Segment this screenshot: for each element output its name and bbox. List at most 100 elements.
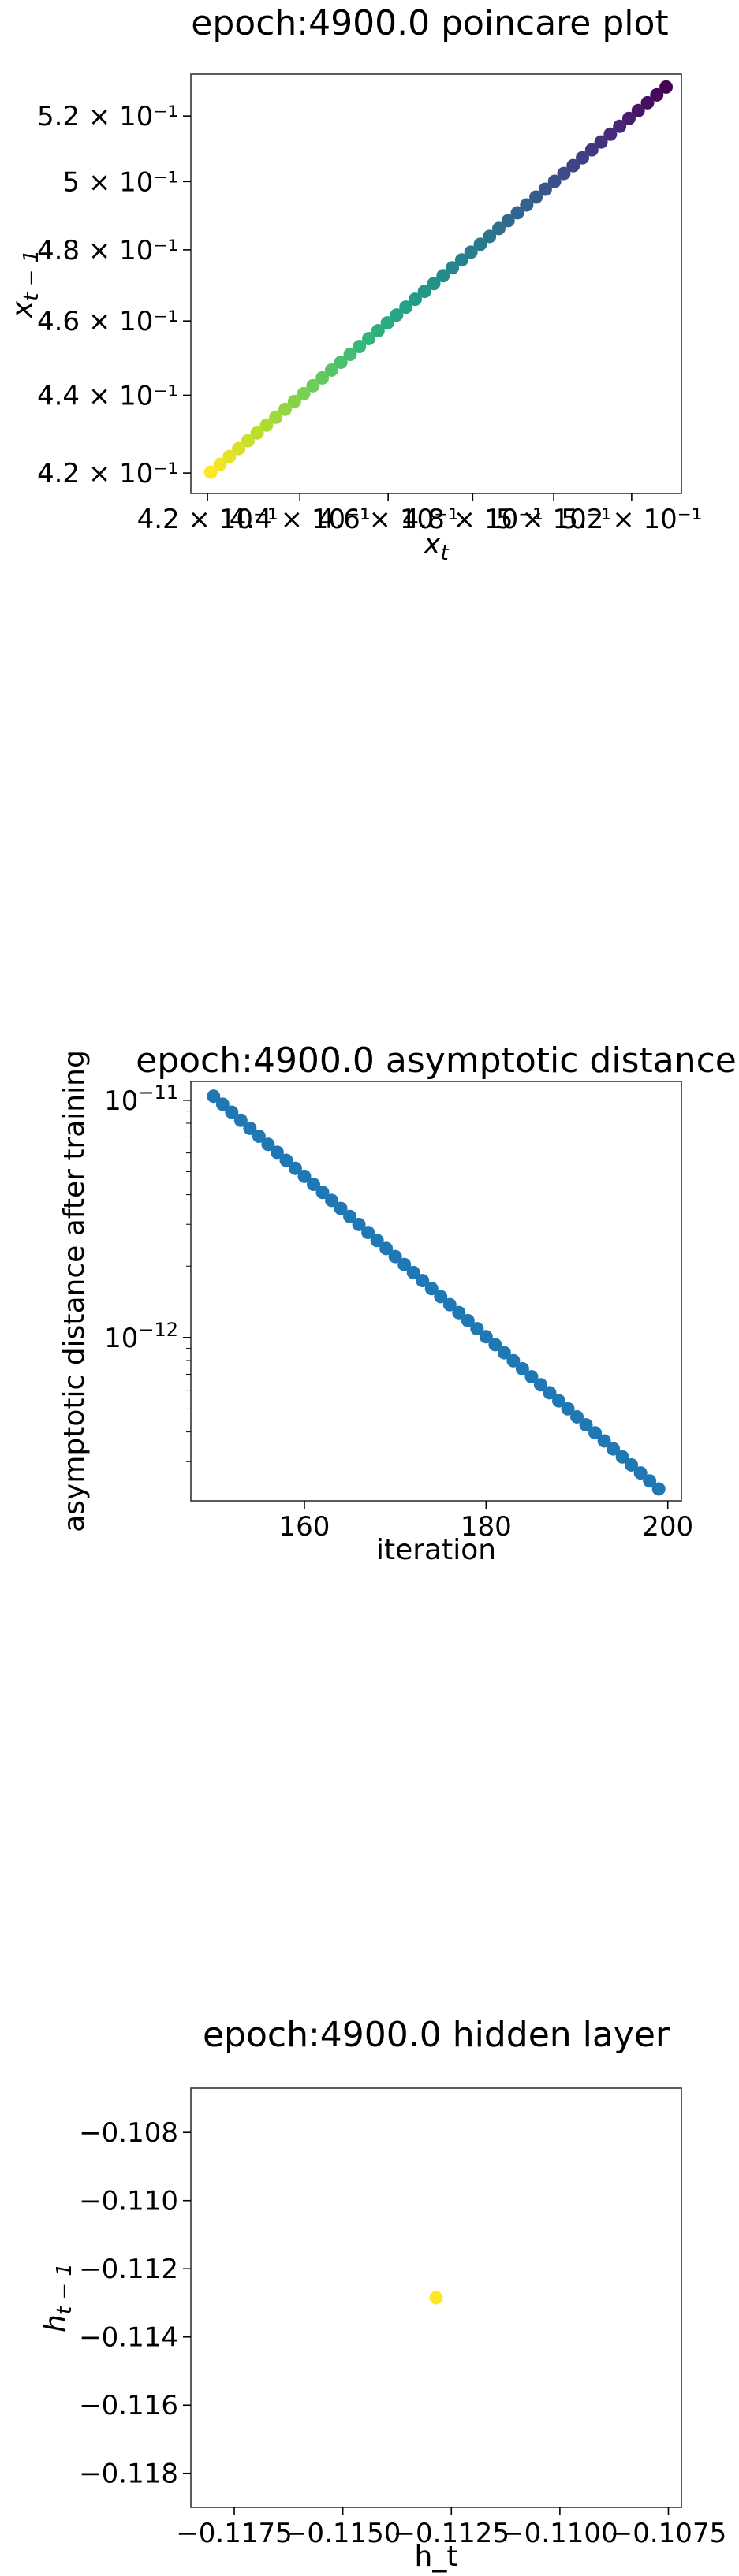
scatter-point [650, 87, 664, 102]
y-tick-label: −0.116 [79, 2390, 178, 2422]
y-axis-ticks: −0.108 −0.110 −0.112 −0.114 −0.116 −0.118 [79, 2117, 191, 2490]
scatter-point [343, 347, 357, 361]
y-axis-label: asymptotic distance after training [58, 1050, 91, 1532]
scatter-point [436, 269, 450, 283]
scatter-point [306, 378, 320, 393]
x-tick-label: 5 × 10⁻¹ [496, 504, 612, 535]
y-tick-label: 5 × 10⁻¹ [62, 166, 178, 198]
scatter-point [506, 1353, 521, 1368]
scatter-point [529, 190, 543, 204]
scatter-point [452, 1305, 466, 1320]
scatter-point [250, 426, 264, 440]
scatter-point [579, 1418, 593, 1432]
scatter-point [643, 1474, 657, 1488]
scatter-point [427, 277, 441, 291]
y-tick-label: −0.118 [79, 2459, 178, 2490]
scatter-point [434, 1290, 448, 1304]
x-axis-ticks: −0.1175−0.1150−0.1125−0.1100−0.1075 [176, 2507, 726, 2549]
scatter-point [388, 1249, 402, 1264]
chart-title: epoch:4900.0 hidden layer [203, 2015, 670, 2055]
scatter-point [233, 1113, 248, 1127]
scatter-points [207, 1089, 666, 1496]
scatter-point [557, 166, 571, 181]
scatter-point [543, 1386, 557, 1400]
x-axis-label: iteration [376, 1534, 496, 1566]
scatter-point [399, 300, 413, 315]
poincare-chart: epoch:4900.0 poincare plot 4.2 × 10⁻¹4.4… [6, 3, 702, 565]
scatter-point [207, 1089, 221, 1104]
x-tick-label: −0.1150 [285, 2518, 401, 2549]
scatter-point [352, 1217, 366, 1231]
x-tick-label: 180 [461, 1511, 512, 1543]
scatter-point [259, 418, 274, 432]
scatter-point [297, 1169, 312, 1183]
y-tick-label: 4.2 × 10⁻¹ [37, 458, 178, 490]
x-tick-label: −0.1075 [610, 2518, 726, 2549]
scatter-point [479, 1330, 493, 1344]
scatter-point [501, 214, 515, 228]
scatter-point [424, 1282, 439, 1296]
scatter-point [576, 151, 590, 165]
scatter-point [510, 206, 524, 220]
y-tick-label: −0.114 [79, 2322, 178, 2354]
scatter-point [269, 410, 283, 424]
scatter-point [390, 308, 404, 322]
y-tick-label: 4.6 × 10⁻¹ [37, 306, 178, 337]
scatter-point [252, 1130, 266, 1144]
scatter-point [461, 1313, 475, 1327]
scatter-point [520, 198, 534, 212]
scatter-point [370, 1234, 384, 1248]
scatter-point [279, 1153, 293, 1167]
x-axis-label: h_t [415, 2541, 458, 2573]
x-axis-ticks: 160 180 200 [279, 1501, 693, 1543]
y-tick-label: −0.108 [79, 2117, 178, 2149]
scatter-point [361, 1226, 375, 1240]
y-tick-label: −0.112 [79, 2254, 178, 2285]
scatter-point [215, 1097, 230, 1111]
y-tick-label: 4.4 × 10⁻¹ [37, 380, 178, 411]
scatter-point [594, 135, 608, 149]
scatter-point [213, 457, 227, 471]
scatter-point [497, 1346, 511, 1360]
y-axis-ticks: 4.2 × 10⁻¹ 4.4 × 10⁻¹ 4.6 × 10⁻¹ 4.8 × 10⁻¹… [37, 101, 191, 490]
scatter-point [570, 1409, 584, 1424]
scatter-point [324, 363, 338, 377]
scatter-point [547, 174, 562, 188]
plot-frame [190, 1081, 682, 1502]
x-tick-label: −0.1125 [394, 2518, 509, 2549]
chart-title: epoch:4900.0 asymptotic distance [136, 1040, 737, 1081]
scatter-point [613, 119, 627, 133]
y-axis-minor-ticks [186, 1111, 191, 1462]
x-tick-label: 5.2 × 10⁻¹ [561, 504, 702, 535]
x-tick-label: −0.1100 [502, 2518, 618, 2549]
scatter-point [524, 1370, 539, 1384]
scatter-point [631, 103, 645, 117]
scatter-point [640, 95, 655, 110]
x-tick-label: 4.8 × 10⁻¹ [402, 504, 543, 535]
y-axis-label: xt − 1 [6, 250, 43, 318]
scatter-point [633, 1466, 648, 1480]
hidden-layer-chart: epoch:4900.0 hidden layer −0.1175−0.1150… [39, 2015, 726, 2573]
y-axis-ticks: 10−11 10−12 [104, 1081, 191, 1354]
scatter-point [287, 394, 301, 408]
scatter-point [607, 1442, 621, 1456]
scatter-point [561, 1402, 575, 1416]
scatter-point [416, 1274, 430, 1288]
scatter-point [315, 1186, 330, 1200]
scatter-point [325, 1193, 339, 1208]
scatter-point [232, 441, 246, 456]
scatter-point [243, 1121, 257, 1135]
scatter-point [659, 80, 674, 94]
x-tick-label: 200 [642, 1511, 693, 1543]
scatter-point [222, 449, 237, 463]
x-tick-label: 160 [279, 1511, 330, 1543]
scatter-point [615, 1450, 629, 1464]
scatter-point [483, 229, 497, 244]
y-tick-label: 10−11 [104, 1081, 178, 1117]
scatter-point [621, 111, 636, 125]
scatter-point [203, 465, 218, 479]
scatter-point [538, 182, 552, 196]
scatter-point [470, 1322, 484, 1336]
scatter-point [651, 1482, 666, 1496]
